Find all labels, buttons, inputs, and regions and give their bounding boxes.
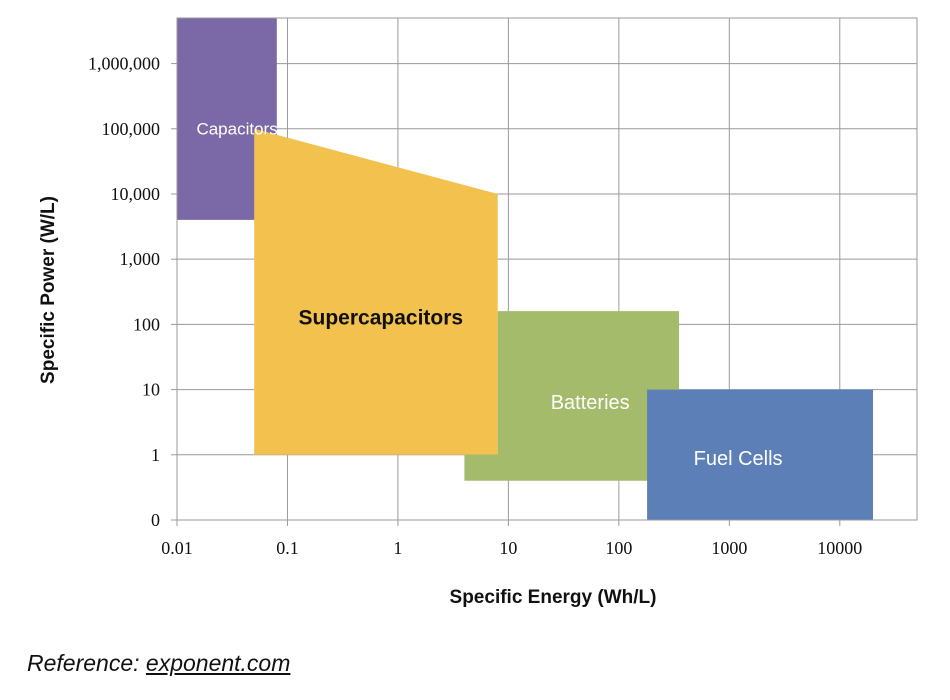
- batteries-label: Batteries: [551, 392, 630, 414]
- x-axis-ticks: 0.01 0.1 1 10 100 1000 10000: [161, 520, 862, 558]
- x-tick-label: 10: [499, 538, 517, 558]
- x-tick-label: 0.01: [161, 538, 193, 558]
- regions: [177, 18, 873, 520]
- region-labels: Capacitors Supercapacitors Batteries Fuel C…: [196, 120, 782, 470]
- y-tick-label: 100,000: [102, 119, 161, 139]
- batteries-region: [464, 311, 679, 481]
- y-tick-label: 10,000: [111, 184, 161, 204]
- y-tick-label: 1: [151, 445, 160, 465]
- y-axis-title: Specific Power (W/L): [38, 196, 59, 384]
- reference-prefix: Reference:: [27, 650, 146, 676]
- supercapacitors-region: [254, 128, 498, 455]
- reference-footer: Reference: exponent.com: [27, 650, 290, 677]
- chart: Capacitors Supercapacitors Batteries Fuel C…: [38, 17, 918, 608]
- reference-link[interactable]: exponent.com: [145, 650, 291, 676]
- fuel-cells-region: [647, 389, 873, 520]
- y-tick-label: 10: [142, 380, 160, 400]
- x-tick-label: 100: [605, 538, 632, 558]
- capacitors-label: Capacitors: [196, 120, 277, 139]
- y-tick-label: 100: [133, 314, 160, 334]
- x-tick-label: 1000: [711, 538, 747, 558]
- supercapacitors-label: Supercapacitors: [299, 306, 464, 329]
- y-tick-label: 1,000: [120, 249, 161, 269]
- x-axis-title: Specific Energy (Wh/L): [450, 587, 657, 608]
- y-tick-label: 1,000,000: [88, 54, 160, 74]
- y-tick-label: 0: [151, 510, 160, 530]
- x-tick-label: 10000: [817, 538, 862, 558]
- plot-frame: [176, 17, 918, 521]
- x-tick-label: 0.1: [276, 538, 299, 558]
- x-tick-label: 1: [393, 538, 402, 558]
- y-axis-ticks: 0 1 10 100 1,000 10,000 100,000 1,000,000: [88, 54, 177, 530]
- capacitors-region: [177, 18, 277, 220]
- fuel-cells-label: Fuel Cells: [694, 448, 783, 470]
